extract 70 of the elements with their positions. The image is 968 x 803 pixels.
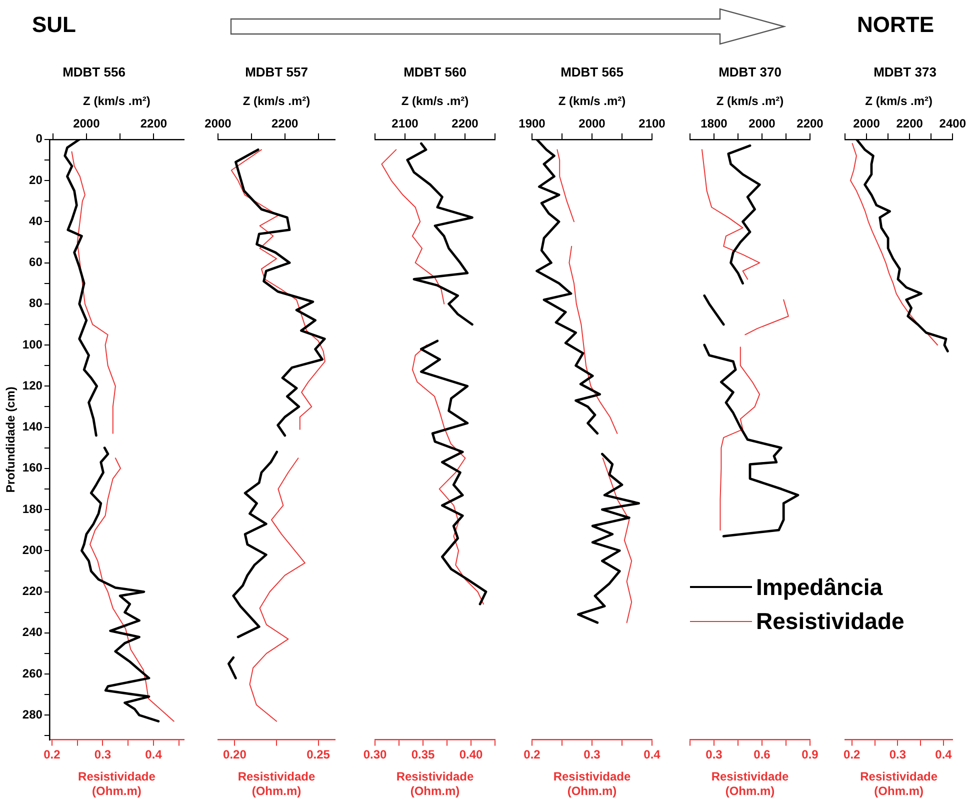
y-tick-label: 80 bbox=[29, 296, 43, 310]
y-tick-label: 160 bbox=[22, 460, 43, 475]
x2-axis-title: Z (km/s .m²) bbox=[865, 94, 932, 108]
x2-tick-label: 1800 bbox=[700, 116, 728, 131]
x-tick-label: 0.25 bbox=[306, 747, 330, 762]
x2-tick-label: 2000 bbox=[853, 116, 880, 131]
chart-title: MDBT 560 bbox=[404, 64, 466, 80]
y-axis-title: Profundidade (cm) bbox=[4, 386, 18, 493]
x2-tick-label: 2100 bbox=[638, 116, 666, 131]
x2-tick-label: 2000 bbox=[204, 116, 232, 131]
x2-tick-label: 2200 bbox=[796, 116, 824, 131]
x-tick-label: 0.3 bbox=[889, 747, 906, 762]
y-tick-label: 60 bbox=[29, 255, 43, 270]
y-tick-label: 140 bbox=[22, 420, 43, 434]
x2-tick-label: 2000 bbox=[578, 116, 606, 131]
x-tick-label: 0.2 bbox=[844, 747, 861, 762]
chart-title: MDBT 370 bbox=[718, 64, 782, 80]
legend-label: Resistividade bbox=[756, 608, 904, 634]
y-tick-label: 40 bbox=[29, 214, 43, 228]
y-tick-label: 100 bbox=[22, 337, 43, 352]
x-axis-title: Resistividade (Ohm.m) bbox=[860, 770, 938, 798]
y-tick-label: 20 bbox=[29, 172, 43, 187]
text: SUL bbox=[32, 12, 76, 38]
x-tick-label: 0.4 bbox=[644, 747, 661, 762]
chart-title: MDBT 373 bbox=[874, 64, 936, 80]
x-axis-title: Resistividade (Ohm.m) bbox=[553, 770, 632, 798]
text: NORTE bbox=[857, 12, 934, 38]
x-tick-label: 0.3 bbox=[94, 747, 112, 762]
x-tick-label: 0.40 bbox=[459, 747, 483, 762]
y-tick-label: 0 bbox=[36, 132, 43, 146]
x-tick-label: 0.9 bbox=[802, 747, 819, 762]
x2-tick-label: 2200 bbox=[896, 116, 924, 131]
x-tick-label: 0.2 bbox=[524, 747, 541, 762]
x2-tick-label: 2100 bbox=[392, 116, 419, 131]
x2-tick-label: 2400 bbox=[939, 116, 966, 131]
x-axis-title: Resistividade (Ohm.m) bbox=[711, 770, 790, 798]
x2-tick-label: 2000 bbox=[73, 116, 100, 131]
x2-tick-label: 1900 bbox=[518, 116, 546, 131]
x-axis-title: Resistividade (Ohm.m) bbox=[78, 770, 156, 798]
x2-axis-title: Z (km/s .m²) bbox=[83, 94, 150, 108]
x2-tick-label: 2200 bbox=[452, 116, 479, 131]
x2-axis-title: Z (km/s .m²) bbox=[558, 94, 626, 108]
x-tick-label: 0.2 bbox=[44, 747, 61, 762]
x-tick-label: 0.6 bbox=[754, 747, 771, 762]
x-tick-label: 0.4 bbox=[935, 747, 952, 762]
x2-axis-title: Z (km/s .m²) bbox=[401, 94, 469, 108]
x-tick-label: 0.4 bbox=[145, 747, 162, 762]
chart-title: MDBT 556 bbox=[62, 64, 126, 80]
y-tick-label: 240 bbox=[22, 625, 43, 640]
y-tick-label: 260 bbox=[22, 666, 43, 680]
y-tick-label: 120 bbox=[22, 378, 43, 392]
y-tick-label: 220 bbox=[22, 584, 43, 598]
x2-tick-label: 2200 bbox=[140, 116, 168, 131]
y-tick-label: 180 bbox=[22, 502, 43, 516]
x2-tick-label: 2200 bbox=[272, 116, 299, 131]
x-tick-label: 0.30 bbox=[363, 747, 387, 762]
x-tick-label: 0.3 bbox=[706, 747, 723, 762]
legend-label: Impedância bbox=[756, 574, 883, 600]
x-axis-title: Resistividade (Ohm.m) bbox=[238, 770, 316, 798]
x2-axis-title: Z (km/s .m²) bbox=[716, 94, 784, 108]
x-axis-title: Resistividade (Ohm.m) bbox=[396, 770, 474, 798]
y-tick-label: 280 bbox=[22, 707, 43, 722]
y-tick-label: 200 bbox=[22, 542, 43, 557]
x-tick-label: 0.3 bbox=[584, 747, 601, 762]
chart-title: MDBT 557 bbox=[245, 64, 308, 80]
x-tick-label: 0.35 bbox=[411, 747, 435, 762]
x2-tick-label: 2000 bbox=[748, 116, 776, 131]
chart-title: MDBT 565 bbox=[560, 64, 624, 80]
x2-axis-title: Z (km/s .m²) bbox=[242, 94, 310, 108]
x-tick-label: 0.20 bbox=[223, 747, 247, 762]
